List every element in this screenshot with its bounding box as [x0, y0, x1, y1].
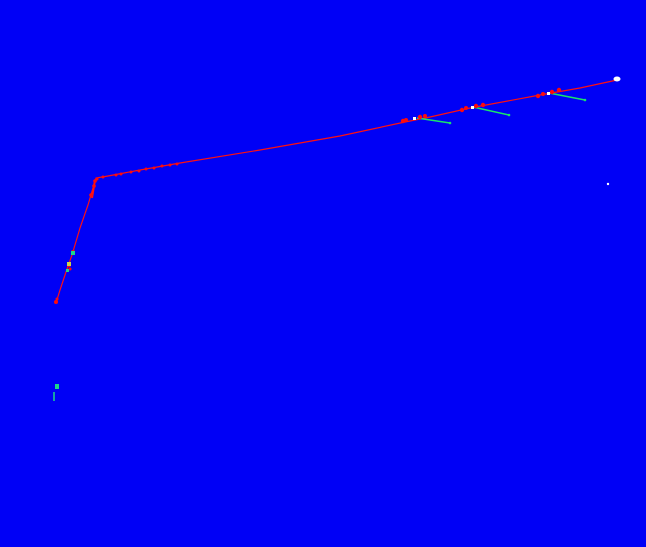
pipe-marker	[175, 162, 179, 166]
pipe-marker	[119, 172, 123, 176]
pipe-marker	[137, 169, 141, 173]
pipe-marker	[417, 114, 423, 120]
pipe-marker	[535, 93, 541, 99]
pipe-marker	[101, 175, 105, 179]
pipe-marker	[541, 92, 545, 96]
main-pipe-segment	[55, 79, 618, 304]
pipeline-group	[55, 79, 618, 304]
branch-group	[416, 92, 587, 125]
pipe-marker	[168, 163, 172, 167]
pipe-marker	[556, 87, 562, 93]
pipe-marker	[89, 193, 93, 197]
sensor-node	[67, 262, 71, 266]
junction-highlight	[413, 117, 416, 120]
white-point	[606, 182, 610, 186]
branch-line	[548, 92, 586, 101]
junction-highlight	[471, 106, 474, 109]
pipe-marker	[129, 170, 133, 174]
pipe-marker	[423, 114, 427, 118]
branch-line	[416, 117, 451, 124]
pipe-marker	[152, 166, 156, 170]
pipe-marker	[473, 103, 479, 109]
pipe-marker	[55, 297, 59, 301]
marker-group	[54, 87, 562, 304]
branch-end-node	[583, 98, 587, 102]
endpoint-highlight	[613, 76, 621, 82]
extras-group	[53, 76, 621, 401]
branch-end-node	[507, 113, 511, 117]
pipe-marker	[144, 167, 148, 171]
pipe-marker	[549, 89, 555, 95]
branch-line	[472, 106, 510, 116]
sensor-node	[71, 251, 75, 255]
pipe-marker	[92, 184, 96, 188]
pipe-marker	[464, 106, 468, 110]
sensor-node	[66, 269, 69, 272]
pipe-marker	[114, 173, 118, 177]
pipe-marker	[404, 118, 408, 122]
pipe-marker	[93, 179, 97, 183]
pipe-marker	[68, 267, 72, 271]
pipe-marker	[459, 107, 465, 113]
junction-highlight	[547, 92, 550, 95]
pipe-marker	[54, 300, 58, 304]
branch-end-node	[448, 121, 452, 125]
pipe-marker	[160, 164, 164, 168]
pipe-marker	[480, 102, 486, 108]
pipe-marker	[95, 177, 99, 181]
isolated-sensor	[55, 384, 59, 389]
